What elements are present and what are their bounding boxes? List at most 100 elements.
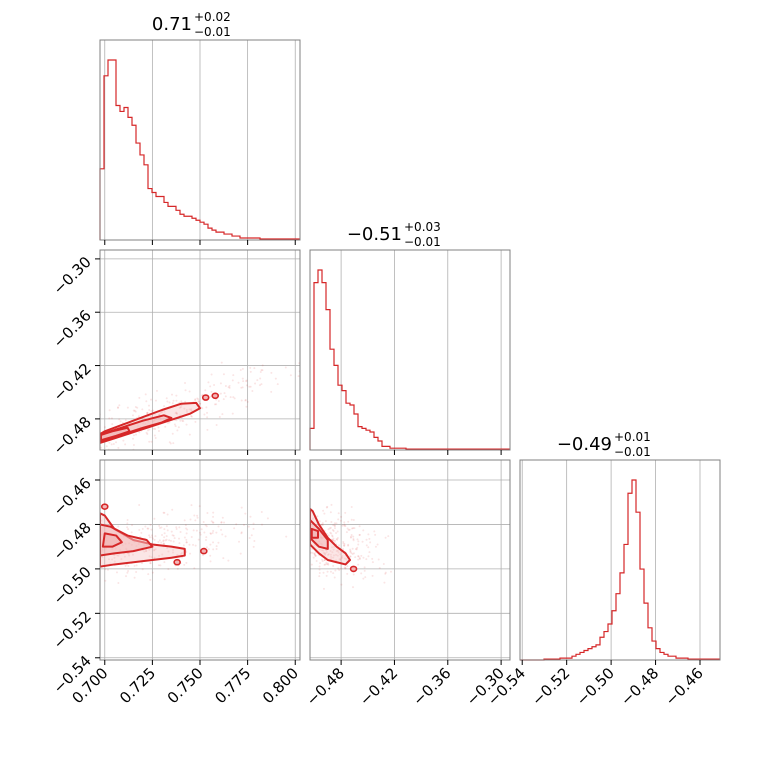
- sample-point: [203, 531, 206, 534]
- sample-point: [360, 554, 363, 557]
- sample-point: [358, 533, 361, 536]
- sample-point: [32, 455, 34, 457]
- x-tick-label: −0.52: [528, 664, 573, 709]
- sample-point: [166, 547, 169, 550]
- sample-point: [211, 521, 214, 524]
- sample-point: [196, 397, 199, 400]
- sample-point: [124, 419, 127, 422]
- sample-point: [92, 428, 94, 430]
- sample-point: [231, 412, 234, 415]
- sample-point: [339, 557, 342, 560]
- sample-point: [163, 536, 166, 539]
- sample-point: [337, 512, 340, 515]
- sample-point: [335, 537, 338, 540]
- contour-island: [173, 558, 181, 566]
- sample-point: [144, 393, 147, 396]
- sample-point: [140, 562, 143, 565]
- sample-point: [240, 399, 243, 402]
- sample-point: [371, 574, 374, 577]
- sample-point: [330, 521, 333, 524]
- sample-point: [117, 525, 120, 528]
- sample-point: [168, 539, 171, 542]
- sample-point: [188, 408, 191, 411]
- hist-bin: [140, 155, 144, 240]
- sample-point: [32, 571, 34, 573]
- sample-point: [138, 431, 141, 434]
- sample-point: [212, 511, 215, 514]
- y-tick-label: −0.30: [50, 253, 95, 298]
- sample-point: [182, 544, 185, 547]
- hist-bin: [216, 232, 220, 240]
- sample-point: [318, 568, 321, 571]
- sample-point: [190, 535, 193, 538]
- sample-point: [188, 433, 191, 436]
- sample-point: [135, 564, 138, 567]
- sample-point: [132, 434, 135, 437]
- sample-point: [190, 409, 193, 412]
- sample-point: [305, 547, 307, 549]
- sample-point: [120, 558, 123, 561]
- sample-point: [158, 539, 161, 542]
- sample-point: [261, 364, 264, 367]
- sample-point: [193, 567, 196, 570]
- x-tick-label: 0.750: [164, 664, 207, 707]
- sample-point: [49, 568, 51, 570]
- sample-point: [283, 525, 285, 527]
- sample-point: [67, 567, 69, 569]
- sample-point: [94, 579, 96, 581]
- sample-point: [306, 529, 308, 531]
- hist-bin: [172, 206, 176, 240]
- sample-point: [211, 532, 214, 535]
- sample-point: [154, 399, 157, 402]
- title-minus: −0.01: [404, 235, 441, 249]
- sample-point: [273, 530, 275, 532]
- sample-point: [123, 555, 126, 558]
- hist-bin: [124, 107, 128, 240]
- sample-point: [345, 558, 348, 561]
- sample-point: [183, 407, 186, 410]
- sample-point: [39, 455, 41, 457]
- sample-point: [78, 452, 80, 454]
- sample-point: [150, 556, 153, 559]
- hist-step-line: [99, 59, 300, 240]
- sample-point: [295, 554, 297, 556]
- sample-point: [178, 537, 181, 540]
- sample-point: [245, 379, 248, 382]
- title-value: −0.51: [347, 224, 402, 245]
- sample-point: [81, 545, 83, 547]
- sample-point: [135, 452, 137, 454]
- sample-point: [41, 558, 43, 560]
- sample-point: [95, 565, 97, 567]
- sample-point: [171, 508, 174, 511]
- sample-point: [358, 525, 361, 528]
- sample-point: [305, 553, 307, 555]
- sample-point: [118, 404, 121, 407]
- sample-point: [19, 454, 21, 456]
- sample-point: [248, 536, 251, 539]
- sample-point: [336, 537, 339, 540]
- sample-point: [168, 401, 171, 404]
- sample-point: [194, 519, 197, 522]
- hist-bin: [346, 403, 350, 450]
- sample-point: [323, 552, 326, 555]
- sample-point: [260, 511, 263, 514]
- contour-island: [100, 503, 109, 510]
- sample-point: [88, 459, 90, 461]
- sample-point: [352, 527, 355, 530]
- sample-point: [209, 532, 212, 535]
- sample-point: [138, 504, 141, 507]
- sample-point: [343, 521, 346, 524]
- sample-point: [312, 347, 314, 349]
- title-minus: −0.01: [614, 445, 651, 459]
- sample-point: [117, 406, 120, 409]
- sample-point: [198, 400, 201, 403]
- sample-point: [314, 554, 317, 557]
- sample-point: [329, 511, 332, 514]
- sample-point: [351, 547, 354, 550]
- hist-bin: [168, 206, 172, 240]
- sample-point: [184, 400, 187, 403]
- sample-point: [35, 459, 37, 461]
- sample-point: [335, 553, 338, 556]
- sample-point: [304, 512, 306, 514]
- sample-point: [95, 552, 97, 554]
